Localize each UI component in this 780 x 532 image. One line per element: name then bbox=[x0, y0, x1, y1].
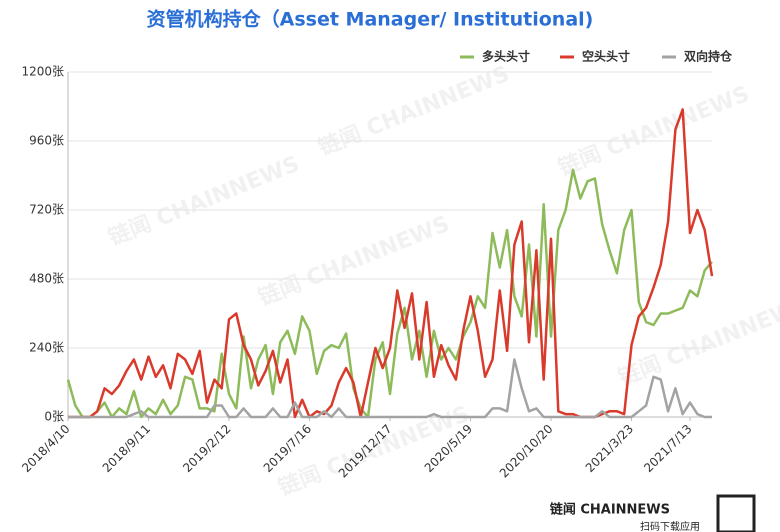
brand-tagline: 扫码下载应用 bbox=[640, 520, 700, 532]
y-tick-label: 960张 bbox=[29, 134, 64, 148]
chart-title: 资管机构持仓（Asset Manager/ Institutional) bbox=[147, 8, 594, 31]
legend-label: 空头头寸 bbox=[582, 49, 630, 64]
y-tick-label: 480张 bbox=[29, 272, 64, 286]
y-tick-label: 720张 bbox=[29, 203, 64, 217]
line-series bbox=[68, 358, 712, 419]
line-series bbox=[66, 168, 713, 419]
qr-code bbox=[716, 494, 756, 532]
y-tick-label: 240张 bbox=[29, 341, 64, 355]
brand: 链闻 CHAINNEWS bbox=[549, 502, 670, 518]
y-tick-label: 1200张 bbox=[21, 65, 64, 79]
legend-label: 双向持仓 bbox=[684, 49, 733, 64]
legend-label: 多头头寸 bbox=[482, 49, 530, 64]
y-tick-label: 0张 bbox=[44, 410, 64, 424]
